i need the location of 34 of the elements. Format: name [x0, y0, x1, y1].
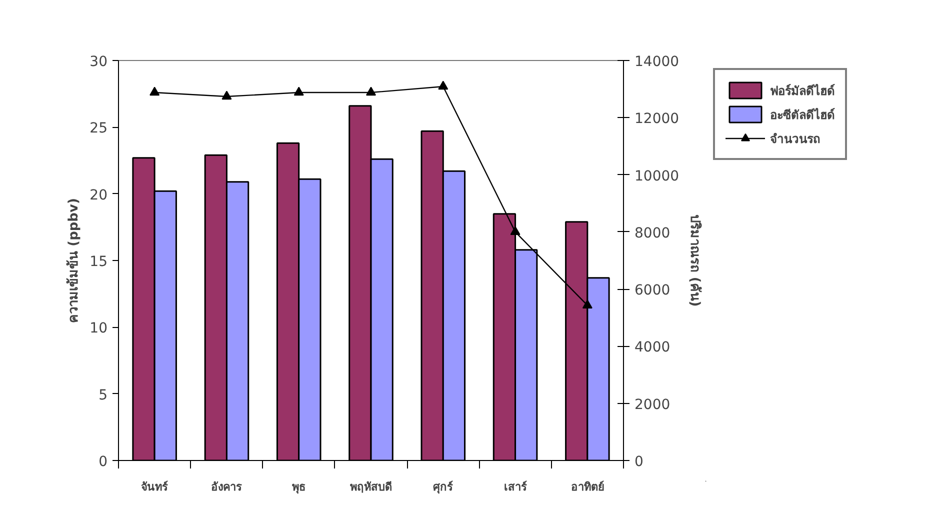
- y2-tick-label: 2000: [634, 396, 670, 413]
- y-axis-title: ความเข้มข้น (ppbv): [66, 198, 82, 323]
- y2-tick-label: 8000: [634, 225, 670, 242]
- x-tick-label: อังคาร: [211, 480, 242, 494]
- y-tick-label: 25: [90, 120, 108, 137]
- x-tick-label: ศุกร์: [433, 480, 454, 494]
- y2-tick-label: 12000: [634, 111, 680, 128]
- legend-label: อะซีตัลดีไฮด์: [770, 106, 835, 124]
- y-tick-label: 0: [98, 454, 108, 470]
- y-tick-label: 20: [90, 187, 108, 204]
- legend-label: ฟอร์มัลดีไฮด์: [770, 82, 835, 100]
- y-tick-label: 10: [90, 320, 108, 337]
- point: [366, 86, 376, 96]
- x-tick-label: อาทิตย์: [570, 480, 604, 494]
- point: [150, 86, 160, 96]
- y-tick-label: 5: [98, 387, 108, 404]
- point: [294, 86, 304, 96]
- y-tick-label: 15: [90, 254, 108, 270]
- y-tick-label: 30: [90, 54, 108, 70]
- x-tick-label: พุธ: [292, 480, 306, 494]
- y2-axis-title: ปริมาณรถ (คัน): [687, 214, 702, 307]
- point: [510, 226, 520, 236]
- point: [582, 300, 592, 308]
- y2-tick-label: 0: [634, 454, 644, 470]
- x-tick-label: เสาร์: [504, 480, 527, 494]
- y2-tick-label: 6000: [634, 282, 670, 299]
- y2-tick-label: 10000: [634, 168, 680, 184]
- y2-tick-label: 4000: [634, 340, 670, 356]
- point: [222, 90, 232, 100]
- x-tick-label: จันทร์: [141, 480, 168, 494]
- point: [438, 80, 448, 90]
- y2-tick-label: 14000: [634, 54, 680, 70]
- x-tick-label: พฤหัสบดี: [350, 480, 392, 494]
- legend-label: จำนวนรถ: [770, 130, 820, 148]
